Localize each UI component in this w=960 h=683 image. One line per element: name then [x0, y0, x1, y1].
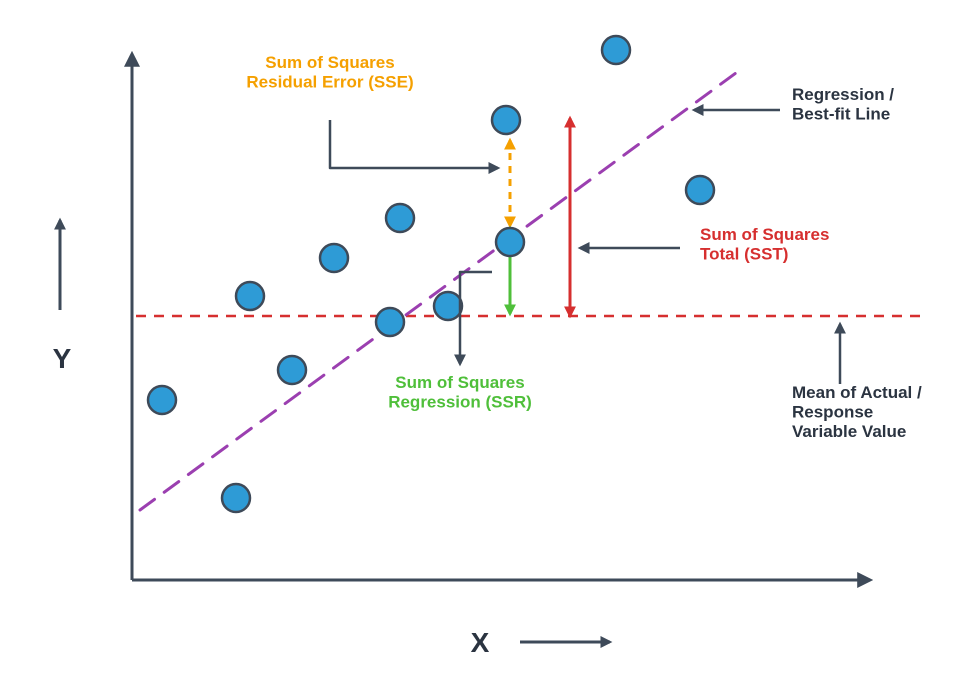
data-point: [148, 386, 176, 414]
label-sse: Sum of SquaresResidual Error (SSE): [246, 53, 413, 92]
data-point: [434, 292, 462, 320]
data-point: [376, 308, 404, 336]
data-point: [320, 244, 348, 272]
data-point: [386, 204, 414, 232]
y-axis-label: Y: [53, 343, 72, 374]
data-point: [492, 106, 520, 134]
data-point: [222, 484, 250, 512]
data-point: [686, 176, 714, 204]
label-reg: Regression /Best-fit Line: [792, 85, 894, 124]
data-point: [278, 356, 306, 384]
data-point: [602, 36, 630, 64]
x-axis-label: X: [471, 627, 490, 658]
data-point: [496, 228, 524, 256]
label-ssr: Sum of SquaresRegression (SSR): [388, 373, 532, 412]
data-point: [236, 282, 264, 310]
